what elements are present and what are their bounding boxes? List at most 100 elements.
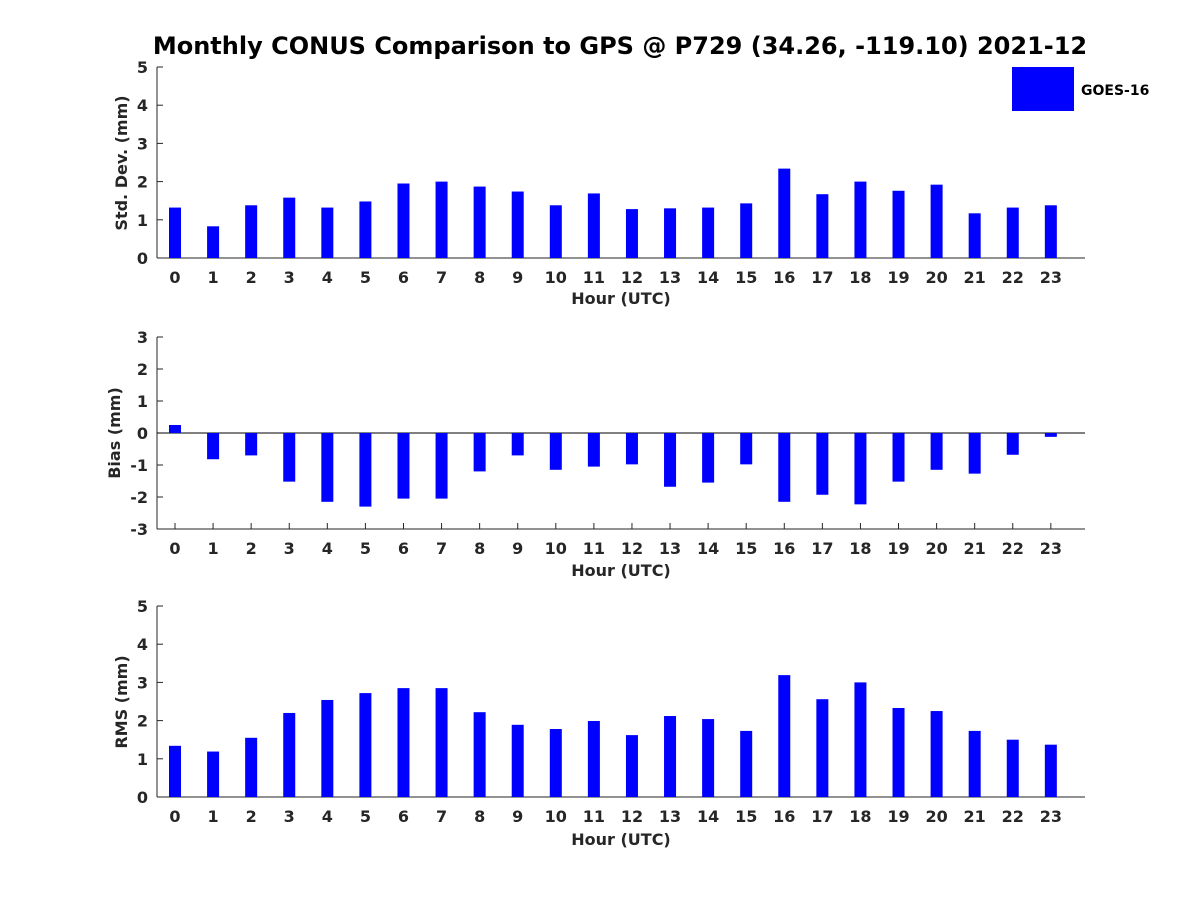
rms-bar-hour-13 [664, 716, 677, 797]
rms-bar-hour-0 [169, 745, 181, 797]
rms-ytick-label: 2 [137, 712, 148, 731]
rms-xtick-label: 0 [169, 807, 180, 826]
rms-ytick-label: 0 [137, 788, 148, 807]
std-dev-bar-hour-18 [854, 181, 867, 258]
rms-xtick-label: 12 [621, 807, 643, 826]
bias-xtick-label: 11 [583, 539, 605, 558]
std-dev-bar-hour-22 [1006, 207, 1019, 258]
bias-xtick-label: 19 [887, 539, 909, 558]
bias-xtick-label: 1 [208, 539, 219, 558]
std-dev-bar-hour-13 [664, 208, 677, 258]
bias-xtick-label: 16 [773, 539, 795, 558]
rms-ytick-label: 5 [137, 597, 148, 616]
bias-xtick-label: 8 [474, 539, 485, 558]
std-dev-bar-hour-16 [778, 168, 791, 258]
rms-bar-hour-12 [625, 735, 638, 797]
rms-xtick-label: 13 [659, 807, 681, 826]
std-dev-xtick-label: 17 [811, 268, 833, 287]
bias-bar-hour-11 [587, 433, 600, 467]
bias-bar-hour-4 [321, 433, 334, 502]
std-dev-bar-hour-1 [207, 226, 220, 258]
bias-ytick-label: -1 [130, 456, 148, 475]
rms-bar-hour-11 [587, 720, 600, 797]
rms-bar-hour-5 [359, 693, 372, 797]
std-dev-ytick-label: 1 [137, 211, 148, 230]
bias-xtick-label: 4 [322, 539, 333, 558]
rms-bar-hour-8 [473, 712, 486, 797]
bias-xtick-label: 17 [811, 539, 833, 558]
rms-xtick-label: 21 [964, 807, 986, 826]
bias-xtick-label: 10 [545, 539, 567, 558]
rms-bar-hour-4 [321, 699, 334, 797]
std-dev-xtick-label: 18 [849, 268, 871, 287]
rms-xtick-label: 11 [583, 807, 605, 826]
std-dev-xtick-label: 11 [583, 268, 605, 287]
rms-bar-hour-16 [778, 675, 791, 797]
rms-bar-hour-20 [930, 711, 943, 797]
std-dev-bar-hour-10 [549, 205, 562, 258]
bias-xtick-label: 14 [697, 539, 719, 558]
rms-xtick-label: 4 [322, 807, 333, 826]
bias-xtick-label: 2 [246, 539, 257, 558]
std-dev-ytick-label: 3 [137, 134, 148, 153]
std-dev-bar-hour-23 [1044, 205, 1057, 258]
rms-bar-hour-10 [549, 729, 562, 797]
std-dev-bar-hour-0 [169, 207, 181, 258]
std-dev-xtick-label: 22 [1002, 268, 1024, 287]
bias-xtick-label: 5 [360, 539, 371, 558]
std-dev-bar-hour-4 [321, 207, 334, 258]
bias-bar-hour-13 [664, 433, 677, 487]
bias-xtick-label: 15 [735, 539, 757, 558]
rms-xtick-label: 10 [545, 807, 567, 826]
rms-xtick-label: 16 [773, 807, 795, 826]
rms-bar-hour-1 [207, 751, 220, 797]
std-dev-bar-hour-15 [740, 203, 753, 258]
bias-xtick-label: 9 [512, 539, 523, 558]
std-dev-bar-hour-12 [625, 209, 638, 258]
bias-bar-hour-2 [245, 433, 258, 456]
bias-bar-hour-8 [473, 433, 486, 472]
rms-xtick-label: 17 [811, 807, 833, 826]
rms-xtick-label: 8 [474, 807, 485, 826]
bias-xtick-label: 20 [925, 539, 947, 558]
rms-bar-hour-9 [511, 724, 524, 797]
bias-xtick-label: 13 [659, 539, 681, 558]
bias-ytick-label: 0 [137, 424, 148, 443]
bias-ytick-label: 3 [137, 328, 148, 347]
std-dev-xtick-label: 0 [169, 268, 180, 287]
std-dev-bar-hour-21 [968, 213, 981, 258]
std-dev-bar-hour-14 [702, 207, 715, 258]
chart-title: Monthly CONUS Comparison to GPS @ P729 (… [153, 32, 1087, 60]
std-dev-bar-hour-19 [892, 190, 905, 258]
bias-bar-hour-7 [435, 433, 448, 499]
rms-ytick-label: 1 [137, 750, 148, 769]
rms-bar-hour-19 [892, 707, 905, 797]
rms-bar-hour-18 [854, 682, 867, 797]
rms-ytick-label: 3 [137, 673, 148, 692]
bias-bar-hour-5 [359, 433, 372, 507]
bias-ytick-label: 2 [137, 360, 148, 379]
std-dev-bar-hour-7 [435, 181, 448, 258]
bias-xtick-label: 12 [621, 539, 643, 558]
bias-xtick-label: 0 [169, 539, 180, 558]
rms-bar-hour-2 [245, 737, 258, 797]
bias-bar-hour-15 [740, 433, 753, 465]
bias-xtick-label: 22 [1002, 539, 1024, 558]
std-dev-xtick-label: 23 [1040, 268, 1062, 287]
std-dev-xtick-label: 13 [659, 268, 681, 287]
std-dev-xtick-label: 9 [512, 268, 523, 287]
bias-bar-hour-14 [702, 433, 715, 483]
rms-bar-hour-22 [1006, 739, 1019, 797]
std-dev-bar-hour-3 [283, 197, 296, 258]
rms-xtick-label: 6 [398, 807, 409, 826]
rms-ylabel: RMS (mm) [112, 655, 131, 748]
std-dev-xtick-label: 16 [773, 268, 795, 287]
rms-xtick-label: 22 [1002, 807, 1024, 826]
std-dev-xtick-label: 12 [621, 268, 643, 287]
bias-bar-hour-9 [511, 433, 524, 456]
bias-bar-hour-3 [283, 433, 296, 482]
bias-xtick-label: 21 [964, 539, 986, 558]
